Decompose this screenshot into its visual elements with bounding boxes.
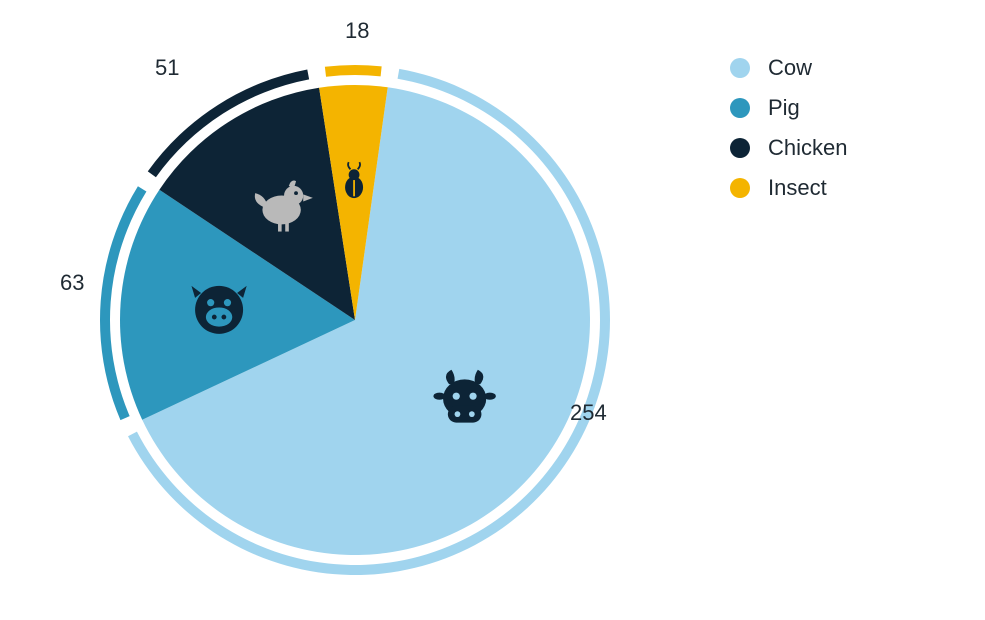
legend-swatch-pig (730, 98, 750, 118)
legend-item-chicken: Chicken (730, 135, 847, 161)
legend-label-cow: Cow (768, 55, 812, 81)
value-label-cow: 254 (570, 400, 607, 426)
value-label-pig: 63 (60, 270, 84, 296)
value-label-insect: 18 (345, 18, 369, 44)
legend-label-insect: Insect (768, 175, 827, 201)
legend-label-chicken: Chicken (768, 135, 847, 161)
chart-stage: Cow Pig Chicken Insect 254 63 51 18 (0, 0, 985, 620)
legend-swatch-chicken (730, 138, 750, 158)
legend-item-insect: Insect (730, 175, 847, 201)
legend-swatch-insect (730, 178, 750, 198)
legend-item-cow: Cow (730, 55, 847, 81)
value-label-chicken: 51 (155, 55, 179, 81)
legend-swatch-cow (730, 58, 750, 78)
legend-item-pig: Pig (730, 95, 847, 121)
legend-label-pig: Pig (768, 95, 800, 121)
legend: Cow Pig Chicken Insect (730, 55, 847, 215)
